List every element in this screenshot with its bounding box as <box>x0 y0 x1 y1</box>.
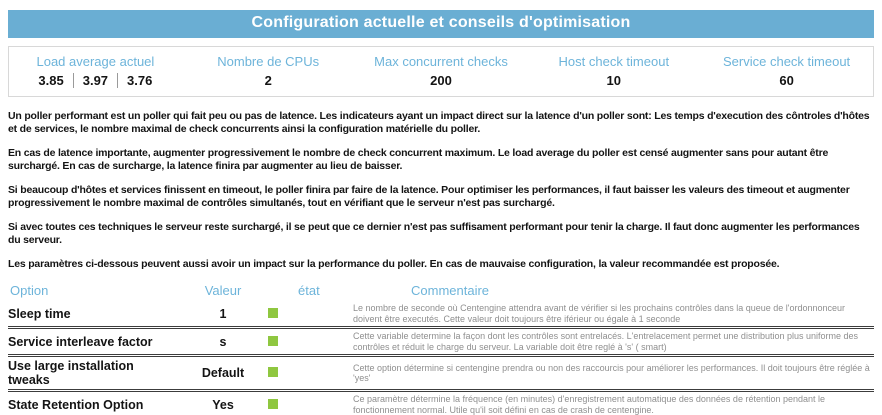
stat-host-check-timeout: Host check timeout 10 <box>527 54 700 88</box>
option-name: Service interleave factor <box>8 327 178 357</box>
status-ok-icon <box>268 367 278 377</box>
options-table: Option Valeur état Commentaire Sleep tim… <box>8 282 874 415</box>
option-state <box>268 301 353 329</box>
paragraph-parameters-below: Les paramètres ci-dessous peuvent aussi … <box>8 258 780 270</box>
table-row-use-large-installation-tweaks: Use large installation tweaks Default Ce… <box>8 355 874 392</box>
paragraph-timeouts: Si beaucoup d'hôtes et services finissen… <box>8 184 850 209</box>
stat-cpu-count: Nombre de CPUs 2 <box>182 54 355 88</box>
option-comment: Cette option détermine si centengine pre… <box>353 355 874 392</box>
paragraph-server-performance: Si avec toutes ces techniques le serveur… <box>8 221 860 246</box>
option-comment: Le nombre de seconde où Centengine atten… <box>353 301 874 329</box>
option-value: Yes <box>178 390 268 415</box>
stat-value: 200 <box>430 73 452 88</box>
stat-label: Max concurrent checks <box>374 54 508 69</box>
table-row-service-interleave-factor: Service interleave factor s Cette variab… <box>8 327 874 357</box>
column-header-comment: Commentaire <box>411 283 490 298</box>
option-comment: Cette variable determine la façon dont l… <box>353 327 874 357</box>
option-value: s <box>178 327 268 357</box>
stat-label: Load average actuel <box>36 54 155 69</box>
page-title: Configuration actuelle et conseils d'opt… <box>8 10 874 38</box>
load-15min: 3.76 <box>117 73 162 88</box>
options-table-header-row: Option Valeur état Commentaire <box>8 282 874 301</box>
stat-max-concurrent-checks: Max concurrent checks 200 <box>355 54 528 88</box>
table-row-state-retention-option: State Retention Option Yes Ce paramètre … <box>8 390 874 415</box>
current-config-summary: Load average actuel 3.85 3.97 3.76 Nombre … <box>8 46 874 97</box>
option-name: State Retention Option <box>8 390 178 415</box>
load-5min: 3.97 <box>72 73 118 88</box>
column-header-state: état <box>298 283 320 298</box>
stat-value: 2 <box>264 73 272 88</box>
stat-label: Nombre de CPUs <box>217 54 320 69</box>
stat-value: 60 <box>779 73 794 88</box>
advice-text: Un poller performant est un poller qui f… <box>8 110 874 271</box>
stat-value: 10 <box>606 73 622 88</box>
load-1min: 3.85 <box>38 73 64 88</box>
column-header-value: Valeur <box>204 283 242 298</box>
option-name: Use large installation tweaks <box>8 355 178 392</box>
table-row-sleep-time: Sleep time 1 Le nombre de seconde où Cen… <box>8 301 874 329</box>
paragraph-latency-indicators: Un poller performant est un poller qui f… <box>8 110 870 135</box>
status-ok-icon <box>268 398 278 409</box>
status-ok-icon <box>268 307 278 318</box>
stat-label: Service check timeout <box>723 54 851 69</box>
option-value: Default <box>178 355 268 392</box>
option-state <box>268 390 353 415</box>
paragraph-increase-concurrent-checks: En cas de latence importante, augmenter … <box>8 147 829 172</box>
column-header-option: Option <box>10 283 49 298</box>
stat-value: 3.85 3.97 3.76 <box>9 73 182 88</box>
option-state <box>268 327 353 357</box>
option-name: Sleep time <box>8 301 178 329</box>
status-ok-icon <box>268 335 278 346</box>
stat-service-check-timeout: Service check timeout 60 <box>700 54 873 88</box>
option-state <box>268 355 353 392</box>
option-value: 1 <box>178 301 268 329</box>
option-comment: Ce paramètre détermine la fréquence (en … <box>353 390 874 415</box>
stat-load-average: Load average actuel 3.85 3.97 3.76 <box>9 54 182 88</box>
stat-label: Host check timeout <box>558 54 670 69</box>
